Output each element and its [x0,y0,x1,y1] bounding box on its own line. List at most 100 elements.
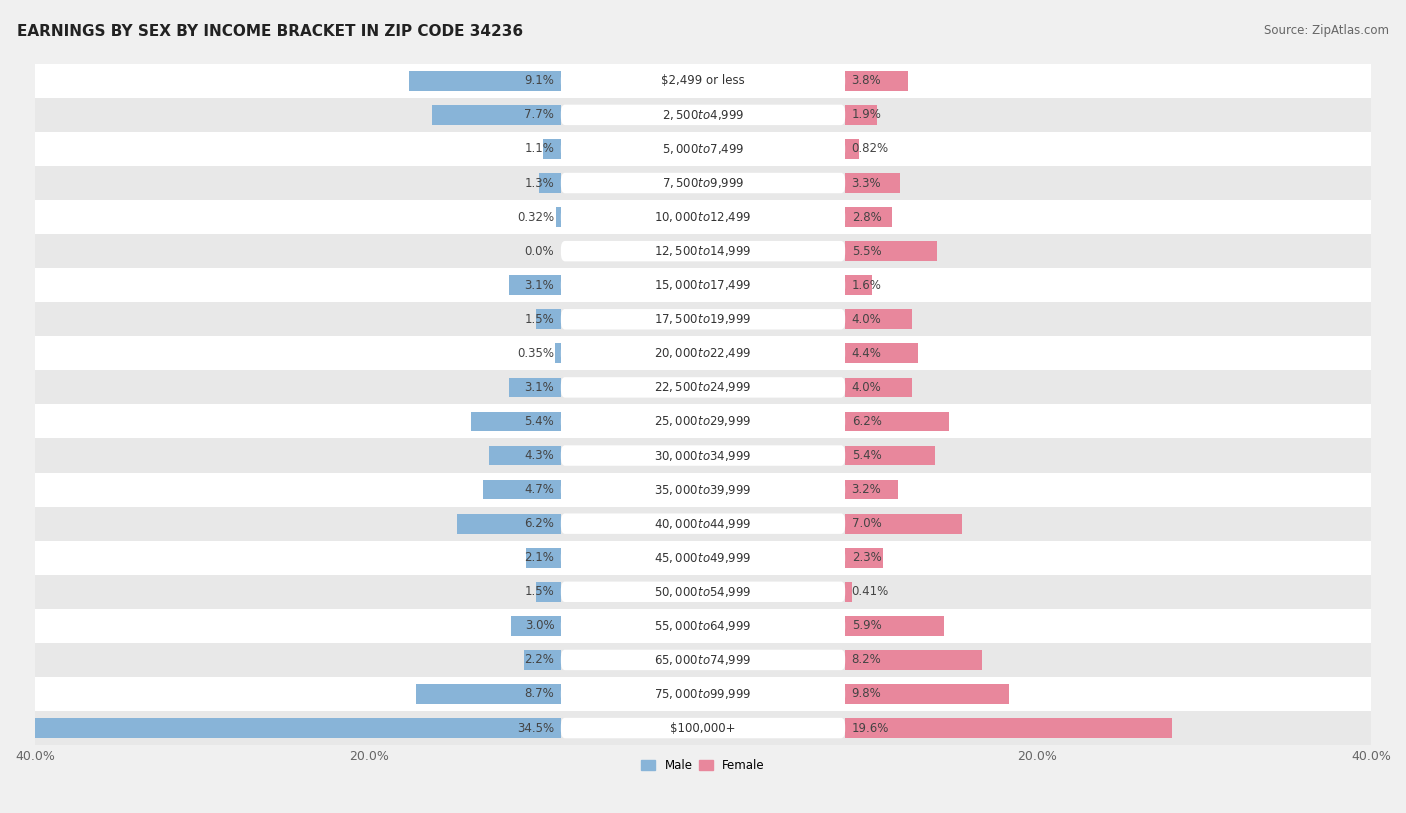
FancyBboxPatch shape [561,581,845,602]
Bar [526,548,561,567]
Text: $17,500 to $19,999: $17,500 to $19,999 [654,312,752,326]
Text: 0.41%: 0.41% [852,585,889,598]
Bar [35,438,1371,472]
Bar [536,310,561,329]
FancyBboxPatch shape [561,514,845,534]
Text: 5.9%: 5.9% [852,620,882,633]
Bar [845,582,852,602]
Text: 1.9%: 1.9% [852,108,882,121]
Text: $50,000 to $54,999: $50,000 to $54,999 [654,585,752,599]
Text: 2.1%: 2.1% [524,551,554,564]
Text: 6.2%: 6.2% [524,517,554,530]
Bar [524,650,561,670]
Text: 1.3%: 1.3% [524,176,554,189]
Bar [35,643,1371,677]
Text: $2,500 to $4,999: $2,500 to $4,999 [662,108,744,122]
Bar [471,411,561,432]
Bar [845,173,900,193]
FancyBboxPatch shape [561,650,845,670]
Text: $75,000 to $99,999: $75,000 to $99,999 [654,687,752,701]
Bar [845,650,981,670]
Text: 19.6%: 19.6% [852,722,889,735]
Bar [509,276,561,295]
Text: 1.1%: 1.1% [524,142,554,155]
Text: 9.8%: 9.8% [852,688,882,701]
FancyBboxPatch shape [561,105,845,125]
Text: 1.5%: 1.5% [524,585,554,598]
Bar [433,105,561,124]
Text: 5.4%: 5.4% [852,449,882,462]
Bar [35,63,1371,98]
Bar [845,480,898,499]
Bar [845,377,911,398]
Text: 5.5%: 5.5% [852,245,882,258]
Bar [845,411,949,432]
Text: 3.8%: 3.8% [852,74,882,87]
Text: 3.1%: 3.1% [524,381,554,394]
Text: 2.3%: 2.3% [852,551,882,564]
Bar [845,241,936,261]
FancyBboxPatch shape [561,547,845,568]
Bar [35,302,1371,337]
Bar [416,684,561,704]
Text: 7.7%: 7.7% [524,108,554,121]
Text: 3.3%: 3.3% [852,176,882,189]
Text: 8.2%: 8.2% [852,654,882,667]
FancyBboxPatch shape [561,207,845,228]
FancyBboxPatch shape [561,411,845,432]
Bar [845,343,918,363]
FancyBboxPatch shape [561,241,845,261]
FancyBboxPatch shape [561,377,845,398]
Bar [845,684,1008,704]
Bar [543,139,561,159]
Bar [555,343,561,363]
Text: 4.4%: 4.4% [852,347,882,360]
Bar [845,446,935,465]
Text: $100,000+: $100,000+ [671,722,735,735]
Text: $10,000 to $12,499: $10,000 to $12,499 [654,210,752,224]
Text: 1.6%: 1.6% [852,279,882,292]
Bar [0,718,561,738]
FancyBboxPatch shape [561,615,845,636]
Text: 1.5%: 1.5% [524,313,554,326]
FancyBboxPatch shape [561,343,845,363]
Text: $22,500 to $24,999: $22,500 to $24,999 [654,380,752,394]
Text: Source: ZipAtlas.com: Source: ZipAtlas.com [1264,24,1389,37]
Bar [845,514,962,533]
Bar [35,677,1371,711]
Bar [35,541,1371,575]
Text: 3.2%: 3.2% [852,483,882,496]
Bar [35,711,1371,745]
Bar [845,276,872,295]
FancyBboxPatch shape [561,309,845,329]
FancyBboxPatch shape [561,139,845,159]
Bar [482,480,561,499]
Text: 8.7%: 8.7% [524,688,554,701]
Text: $2,499 or less: $2,499 or less [661,74,745,87]
Bar [457,514,561,533]
FancyBboxPatch shape [561,275,845,295]
Text: 0.32%: 0.32% [517,211,554,224]
Text: $65,000 to $74,999: $65,000 to $74,999 [654,653,752,667]
FancyBboxPatch shape [561,684,845,704]
Legend: Male, Female: Male, Female [637,754,769,776]
Bar [35,506,1371,541]
FancyBboxPatch shape [561,173,845,193]
FancyBboxPatch shape [561,480,845,500]
Bar [35,575,1371,609]
Bar [35,132,1371,166]
Text: 0.0%: 0.0% [524,245,554,258]
Text: $35,000 to $39,999: $35,000 to $39,999 [654,483,752,497]
Bar [845,105,877,124]
FancyBboxPatch shape [561,718,845,738]
Text: $55,000 to $64,999: $55,000 to $64,999 [654,619,752,633]
Bar [509,377,561,398]
Text: EARNINGS BY SEX BY INCOME BRACKET IN ZIP CODE 34236: EARNINGS BY SEX BY INCOME BRACKET IN ZIP… [17,24,523,39]
Bar [35,609,1371,643]
Text: 2.8%: 2.8% [852,211,882,224]
Bar [540,173,561,193]
Text: 4.3%: 4.3% [524,449,554,462]
Bar [845,139,859,159]
Text: $12,500 to $14,999: $12,500 to $14,999 [654,244,752,259]
Bar [35,268,1371,302]
